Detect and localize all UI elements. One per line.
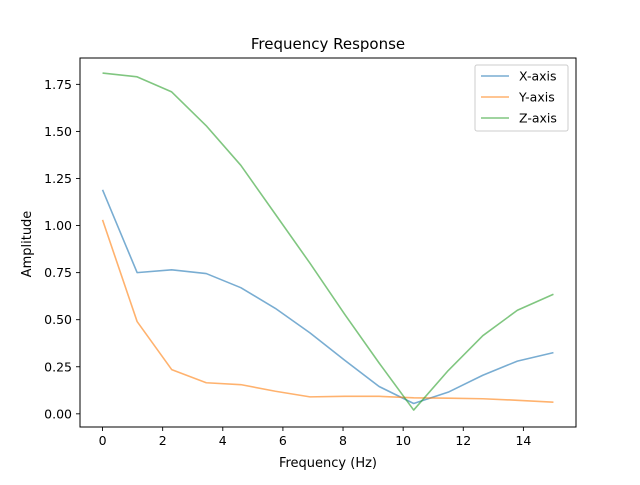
legend-label-1: X-axis bbox=[519, 69, 557, 84]
legend-box bbox=[474, 64, 569, 132]
legend: X-axis Y-axis Z-axis bbox=[474, 64, 569, 132]
series-line-1 bbox=[101, 189, 554, 405]
x-tick-label: 0 bbox=[99, 433, 107, 448]
x-tick-label: 8 bbox=[339, 433, 347, 448]
y-tick-label: 0.25 bbox=[44, 359, 72, 374]
x-tick-label: 6 bbox=[279, 433, 287, 448]
x-axis-label: Frequency (Hz) bbox=[279, 456, 377, 471]
axes-layer: 0 2 4 6 8 10 12 14 0.00 0.25 0.50 0.75 1.00 1.25 1.50 1… bbox=[44, 57, 577, 448]
series-layer bbox=[101, 72, 554, 411]
chart-title: Frequency Response bbox=[251, 35, 405, 53]
x-tick-label: 12 bbox=[455, 433, 471, 448]
y-tick-label: 1.50 bbox=[44, 124, 72, 139]
legend-label-3: Z-axis bbox=[519, 111, 557, 126]
y-tick-label: 0.00 bbox=[44, 406, 72, 421]
legend-label-2: Y-axis bbox=[518, 90, 555, 105]
y-tick-label: 1.00 bbox=[44, 218, 72, 233]
y-tick-label: 1.25 bbox=[44, 171, 72, 186]
x-tick-label: 2 bbox=[159, 433, 167, 448]
plot-frame bbox=[79, 57, 577, 428]
y-tick-label: 0.50 bbox=[44, 312, 72, 327]
x-tick-label: 4 bbox=[219, 433, 227, 448]
x-tick-label: 10 bbox=[395, 433, 411, 448]
series-line-2 bbox=[101, 219, 554, 403]
y-tick-label: 0.75 bbox=[44, 265, 72, 280]
series-line-3 bbox=[102, 72, 554, 411]
x-tick-label: 14 bbox=[515, 433, 531, 448]
y-axis-label: Amplitude bbox=[20, 211, 35, 278]
y-tick-label: 1.75 bbox=[44, 77, 72, 92]
